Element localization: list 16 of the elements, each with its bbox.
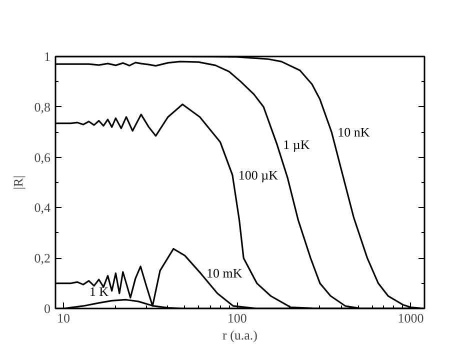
y-tick-label: 0,4 bbox=[34, 200, 51, 216]
y-tick-label: 0,2 bbox=[34, 250, 50, 266]
series-label: 100 µK bbox=[238, 167, 279, 182]
y-tick-label: 0,6 bbox=[34, 150, 51, 165]
series-label: 10 nK bbox=[338, 124, 370, 140]
series-label: 10 mK bbox=[206, 266, 243, 281]
x-tick-label: 10 bbox=[56, 310, 70, 326]
y-tick-label: 0,8 bbox=[34, 99, 50, 114]
legend-label: 1 K bbox=[89, 284, 110, 299]
y-tick-label: 0 bbox=[44, 301, 50, 316]
x-tick-label: 100 bbox=[227, 310, 247, 326]
x-tick-label: 1000 bbox=[398, 310, 424, 326]
series-label: 1 µK bbox=[283, 137, 310, 152]
x-axis-title: r (u.a.) bbox=[222, 328, 258, 342]
y-axis-title: |R| bbox=[10, 176, 26, 190]
y-tick-label: 1 bbox=[44, 49, 50, 64]
